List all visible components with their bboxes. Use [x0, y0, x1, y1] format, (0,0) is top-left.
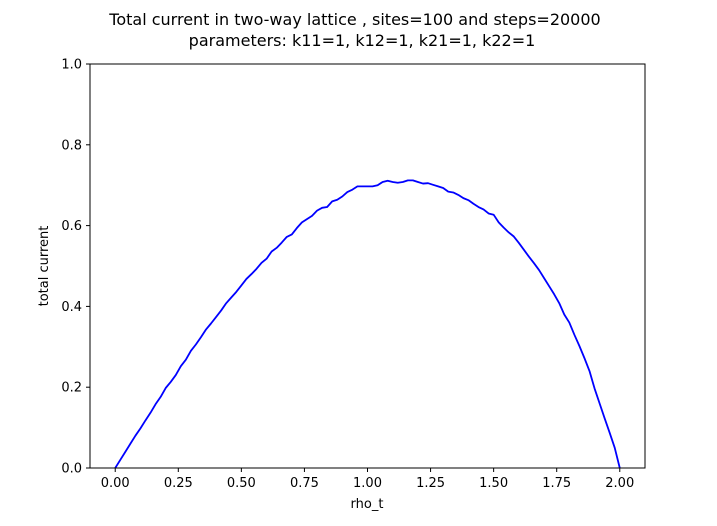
- x-tick-label: 0.50: [227, 476, 256, 491]
- x-tick-label: 0.75: [290, 476, 319, 491]
- x-tick-label: 1.50: [479, 476, 508, 491]
- y-tick-label: 0.6: [61, 219, 82, 234]
- y-tick-label: 0.4: [61, 300, 82, 315]
- y-axis-ticks: 0.0 0.2 0.4 0.6 0.8 1.0: [61, 58, 90, 477]
- y-tick-label: 0.0: [61, 462, 82, 477]
- x-tick-label: 2.00: [605, 476, 634, 491]
- x-axis-label: rho_t: [351, 497, 384, 512]
- y-tick-label: 1.0: [61, 58, 82, 73]
- x-tick-label: 1.00: [353, 476, 382, 491]
- chart-title-line-2: parameters: k11=1, k12=1, k21=1, k22=1: [189, 31, 536, 50]
- x-tick-label: 0.00: [101, 476, 130, 491]
- y-tick-label: 0.8: [61, 138, 82, 153]
- x-tick-label: 1.75: [542, 476, 571, 491]
- series-line: [114, 179, 621, 469]
- chart-title-line-1: Total current in two-way lattice , sites…: [108, 10, 600, 29]
- plot-area: [114, 179, 621, 469]
- x-tick-label: 1.25: [416, 476, 445, 491]
- x-axis-ticks: 0.00 0.25 0.50 0.75 1.00 1.25 1.50 1.75 2.00: [101, 468, 634, 491]
- y-axis-label: total current: [37, 226, 52, 307]
- x-tick-label: 0.25: [164, 476, 193, 491]
- y-tick-label: 0.2: [61, 381, 82, 396]
- plot-frame: [89, 63, 646, 469]
